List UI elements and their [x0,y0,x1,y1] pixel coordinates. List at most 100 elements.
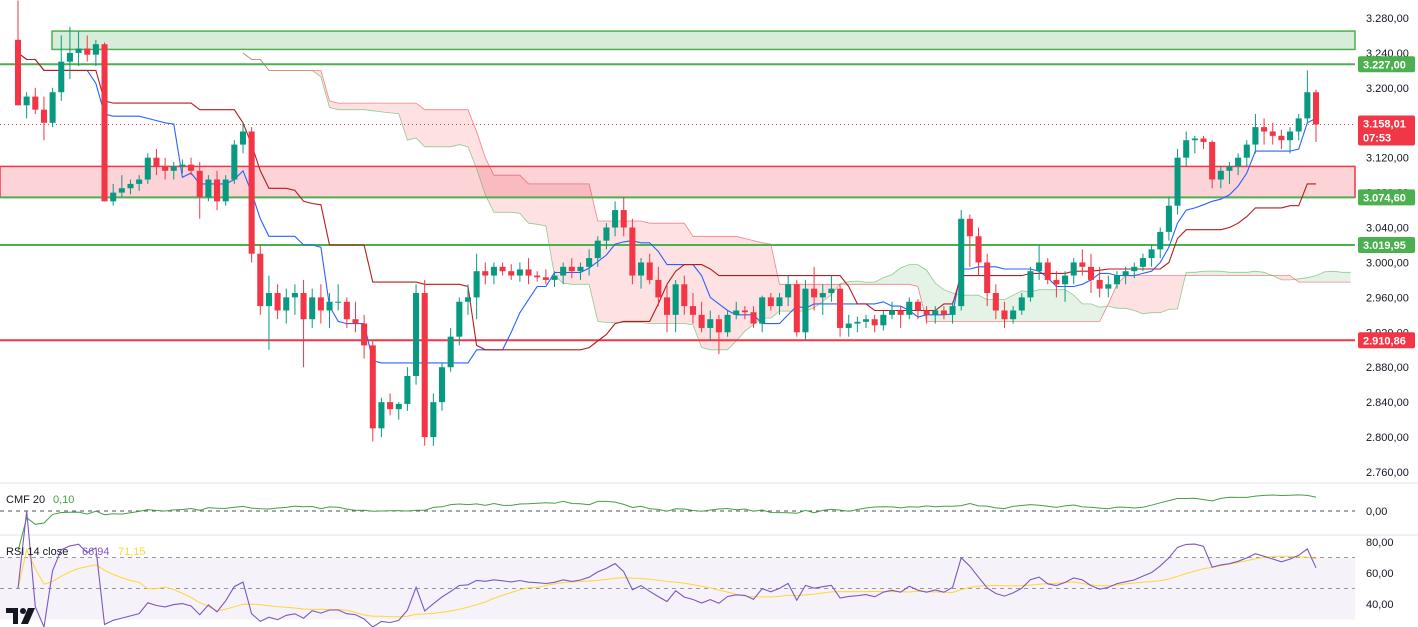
tradingview-logo-icon[interactable] [4,604,40,626]
cmf-legend-value: 0,10 [53,494,74,506]
candle [196,162,203,219]
level-tag-label: 3.019,95 [1363,240,1406,252]
candle-body [14,39,22,106]
candle [101,42,108,202]
candle [40,96,47,141]
candle [430,393,437,446]
candle [646,253,653,285]
candle-body [1079,262,1086,267]
cloud-segment [1047,289,1057,322]
candle-body [309,297,316,320]
candle [802,279,809,342]
price-tick-label: 2.800,00 [1366,432,1409,444]
cloud-segment [926,270,936,322]
candle [1027,266,1034,302]
level-tag-label: 2.910,86 [1363,335,1406,347]
candle-body [464,297,472,302]
price-tick-label: 2.960,00 [1366,292,1409,304]
candle-body [1183,140,1190,158]
candle [516,262,523,282]
candle [274,284,281,320]
candle [1209,140,1216,189]
candle-body [84,48,91,55]
candle [594,236,601,267]
candle [1269,122,1276,145]
candle-body [733,310,740,315]
candle [508,264,515,280]
candle-body [776,297,783,307]
candle-body [594,240,601,259]
candle [404,367,411,411]
candle-body [1053,279,1060,285]
candle-body [257,253,264,307]
countdown-label: 07:53 [1363,133,1391,145]
candle-body [880,314,887,326]
candle-body [525,269,532,276]
candle-body [430,402,437,438]
candle [733,301,740,320]
candle [897,306,904,328]
candle [170,162,177,180]
candle [1105,275,1112,298]
candle [343,297,350,328]
cloud-segment [571,183,581,285]
rsi-line [17,510,1317,627]
candle [560,262,567,285]
candle-body [153,157,160,167]
cloud-segment [909,264,918,287]
candle-body [352,319,359,324]
candle-body [361,323,368,346]
candle-body [1226,166,1233,171]
candle-body [1001,310,1008,320]
price-tick-label: 3.120,00 [1366,153,1409,165]
candle-body [335,301,342,303]
cloud-segment [338,103,347,110]
candle-body [205,179,212,197]
candle-body [542,277,549,280]
candle [1087,253,1095,294]
candle-body [490,266,497,276]
candle-body [222,179,229,202]
cloud-segment [891,267,901,285]
price-axis[interactable]: 3.280,003.240,003.200,003.160,003.120,00… [0,13,1418,536]
cloud-segment [770,244,780,319]
cloud-segment [1316,271,1325,283]
candle [1304,70,1311,123]
candle-body [413,293,420,376]
cloud-segment [1082,303,1092,322]
candle-body [378,402,385,429]
candle [1139,253,1146,272]
candle [222,175,229,206]
candle-body [343,301,350,320]
candle-body [482,271,489,276]
candle-body [387,402,394,410]
candle-body [283,297,290,311]
candle-body [1070,262,1077,276]
candle-body [862,319,870,322]
candle [1191,135,1198,154]
candle-body [58,61,65,93]
cloud-segment [710,236,719,350]
candle-body [188,164,195,171]
candle-body [741,310,748,313]
candle-body [854,321,861,324]
cloud-segment [1151,275,1161,313]
cloud-segment [1065,289,1074,322]
candle [335,284,342,311]
candle-body [1148,249,1155,259]
cloud-segment [450,109,460,147]
candle [23,92,30,119]
price-tick-label: 3.280,00 [1366,13,1409,25]
candle-body [871,319,878,326]
candle-body [49,92,56,123]
candle-body [568,266,575,272]
candle-body [811,288,818,298]
candle [629,218,636,285]
candle-body [681,284,688,307]
cloud-segment [381,103,391,113]
cloud-segment [718,236,728,350]
rsi-pane: 80,00 60,00 40,00 [0,510,1394,627]
cloud-segment [744,238,754,332]
candle-body [144,157,151,180]
